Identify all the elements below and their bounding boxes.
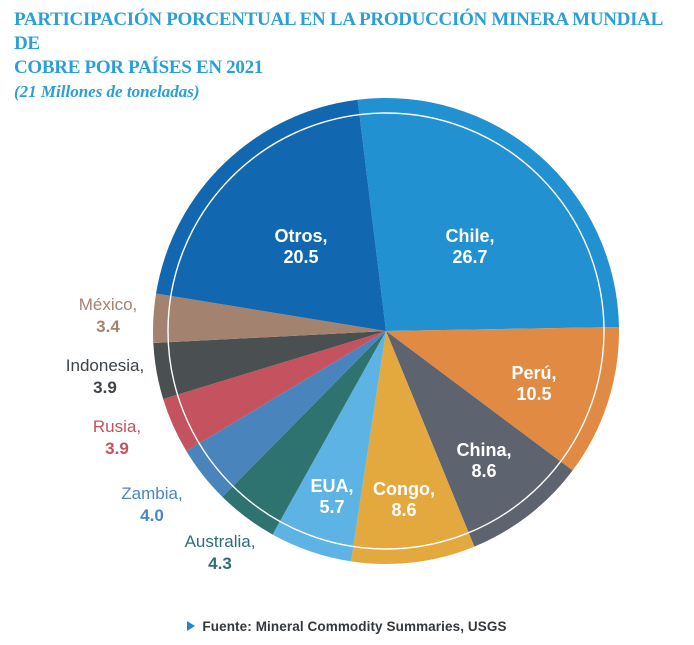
slice-label-peru: Perú, 10.5 bbox=[511, 363, 556, 405]
slice-label-value-mexico: 3.4 bbox=[96, 317, 120, 336]
pie-slice-australia bbox=[222, 331, 386, 535]
slice-label-chile: Chile, 26.7 bbox=[445, 226, 494, 268]
slice-label-value-zambia: 4.0 bbox=[140, 506, 164, 525]
pie-slice-peru bbox=[386, 327, 620, 471]
slice-label-name-rusia: Rusia, bbox=[92, 417, 142, 436]
slice-label-value-chile: 26.7 bbox=[452, 247, 488, 267]
chart-title-line2: COBRE POR PAÍSES EN 2021 bbox=[14, 57, 263, 78]
chart-subtitle: (21 Millones de toneladas) bbox=[14, 82, 200, 101]
bullet-triangle-icon bbox=[187, 621, 196, 631]
slice-label-name-mexico: México, bbox=[78, 295, 138, 314]
pie-slice-china bbox=[386, 331, 573, 547]
slice-label-mexico: México, 3.4 bbox=[79, 294, 138, 338]
slice-label-congo: Congo, 8.6 bbox=[373, 479, 435, 521]
slice-label-value-congo: 8.6 bbox=[391, 500, 417, 520]
pie-slice-mexico bbox=[153, 293, 386, 344]
slice-label-australia: Australia, 4.3 bbox=[185, 531, 256, 575]
slice-label-indonesia: Indonesia, 3.9 bbox=[66, 355, 144, 399]
slice-label-name-congo: Congo, bbox=[373, 479, 435, 499]
slice-label-eua: EUA, 5.7 bbox=[310, 476, 353, 518]
slice-label-name-otros: Otros, bbox=[274, 226, 328, 246]
pie-inner-ring bbox=[167, 112, 605, 550]
pie-slice-indonesia bbox=[153, 331, 386, 400]
pie-slice-rusia bbox=[163, 331, 386, 452]
pie-slice-chile bbox=[357, 98, 619, 331]
slice-label-value-rusia: 3.9 bbox=[105, 439, 129, 458]
slice-label-name-eua: EUA, bbox=[310, 476, 354, 496]
slice-label-value-indonesia: 3.9 bbox=[93, 378, 117, 397]
chart-title-line1: PARTICIPACIÓN PORCENTUAL EN LA PRODUCCIÓ… bbox=[14, 9, 662, 54]
source-text: Fuente: Mineral Commodity Summaries, USG… bbox=[202, 618, 507, 634]
pie-slice-zambia bbox=[186, 331, 386, 497]
source-footer: Fuente: Mineral Commodity Summaries, USG… bbox=[0, 616, 694, 636]
slice-label-value-peru: 10.5 bbox=[516, 384, 552, 404]
slice-label-zambia: Zambia, 4.0 bbox=[121, 483, 182, 527]
slice-label-name-china: China, bbox=[456, 440, 512, 460]
slice-label-otros: Otros, 20.5 bbox=[274, 226, 327, 268]
slice-label-name-australia: Australia, bbox=[184, 532, 256, 551]
chart-header: PARTICIPACIÓN PORCENTUAL EN LA PRODUCCIÓ… bbox=[14, 8, 686, 104]
pie-slice-otros bbox=[156, 99, 386, 332]
slice-label-value-china: 8.6 bbox=[471, 461, 497, 481]
slice-label-name-chile: Chile, bbox=[445, 226, 495, 246]
slice-label-china: China, 8.6 bbox=[456, 440, 511, 482]
slice-label-name-indonesia: Indonesia, bbox=[65, 356, 145, 375]
pie-slice-congo bbox=[350, 331, 475, 564]
slice-label-value-otros: 20.5 bbox=[283, 247, 319, 267]
slice-label-value-australia: 4.3 bbox=[208, 554, 232, 573]
pie-slice-eua bbox=[272, 331, 386, 562]
slice-label-name-peru: Perú, bbox=[511, 363, 557, 383]
slice-label-value-eua: 5.7 bbox=[319, 497, 345, 517]
slice-label-name-zambia: Zambia, bbox=[121, 484, 183, 503]
slice-label-rusia: Rusia, 3.9 bbox=[93, 416, 141, 460]
